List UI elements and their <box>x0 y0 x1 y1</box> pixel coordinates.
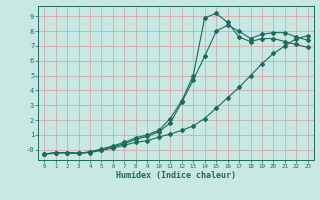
X-axis label: Humidex (Indice chaleur): Humidex (Indice chaleur) <box>116 171 236 180</box>
